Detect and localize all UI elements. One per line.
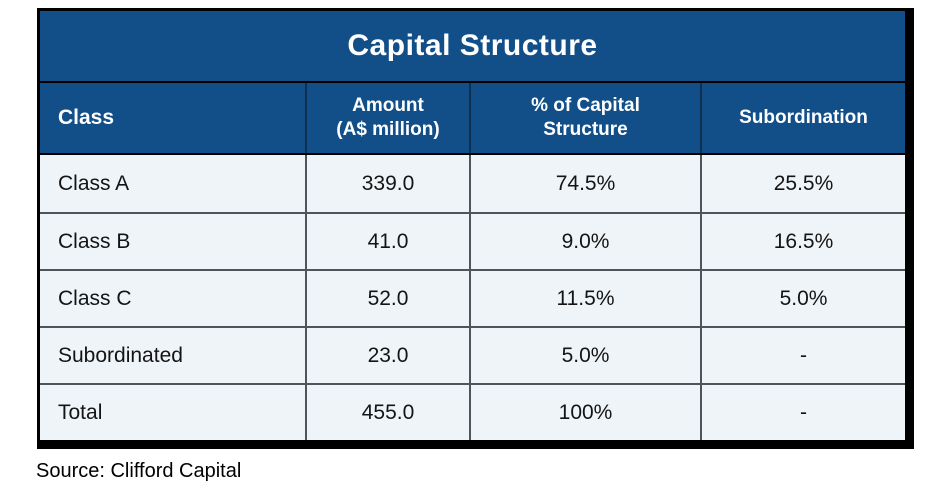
cell-pct: 5.0% xyxy=(469,328,700,383)
cell-amount: 455.0 xyxy=(305,385,469,440)
cell-class: Total xyxy=(58,400,103,424)
capital-structure-table: Capital Structure Class Amount (A$ milli… xyxy=(37,8,914,449)
table-row-total: Total 455.0 100% - xyxy=(40,383,905,440)
cell-subordination: 16.5% xyxy=(700,214,905,269)
cell-amount: 41.0 xyxy=(305,214,469,269)
cell-subordination: 5.0% xyxy=(700,271,905,326)
cell-pct: 74.5% xyxy=(469,155,700,212)
header-amount: Amount (A$ million) xyxy=(305,83,469,153)
cell-subordination: 25.5% xyxy=(700,155,905,212)
header-subordination: Subordination xyxy=(700,83,905,153)
source-note: Source: Clifford Capital xyxy=(36,460,242,482)
cell-subordination: - xyxy=(700,385,905,440)
cell-pct: 11.5% xyxy=(469,271,700,326)
table-row-class-b: Class B 41.0 9.0% 16.5% xyxy=(40,212,905,269)
header-pct-capital: % of Capital Structure xyxy=(469,83,700,153)
table-row-class-a: Class A 339.0 74.5% 25.5% xyxy=(40,155,905,212)
table-title: Capital Structure xyxy=(40,11,905,83)
table-row-class-c: Class C 52.0 11.5% 5.0% xyxy=(40,269,905,326)
cell-class: Subordinated xyxy=(58,343,183,367)
cell-class: Class A xyxy=(58,171,130,195)
cell-pct: 100% xyxy=(469,385,700,440)
cell-amount: 52.0 xyxy=(305,271,469,326)
cell-class: Class C xyxy=(58,286,132,310)
cell-class: Class B xyxy=(58,229,131,253)
table-header-row: Class Amount (A$ million) % of Capital S… xyxy=(40,83,905,155)
table-row-subordinated: Subordinated 23.0 5.0% - xyxy=(40,326,905,383)
cell-amount: 23.0 xyxy=(305,328,469,383)
cell-amount: 339.0 xyxy=(305,155,469,212)
cell-pct: 9.0% xyxy=(469,214,700,269)
cell-subordination: - xyxy=(700,328,905,383)
header-class: Class xyxy=(58,105,115,129)
